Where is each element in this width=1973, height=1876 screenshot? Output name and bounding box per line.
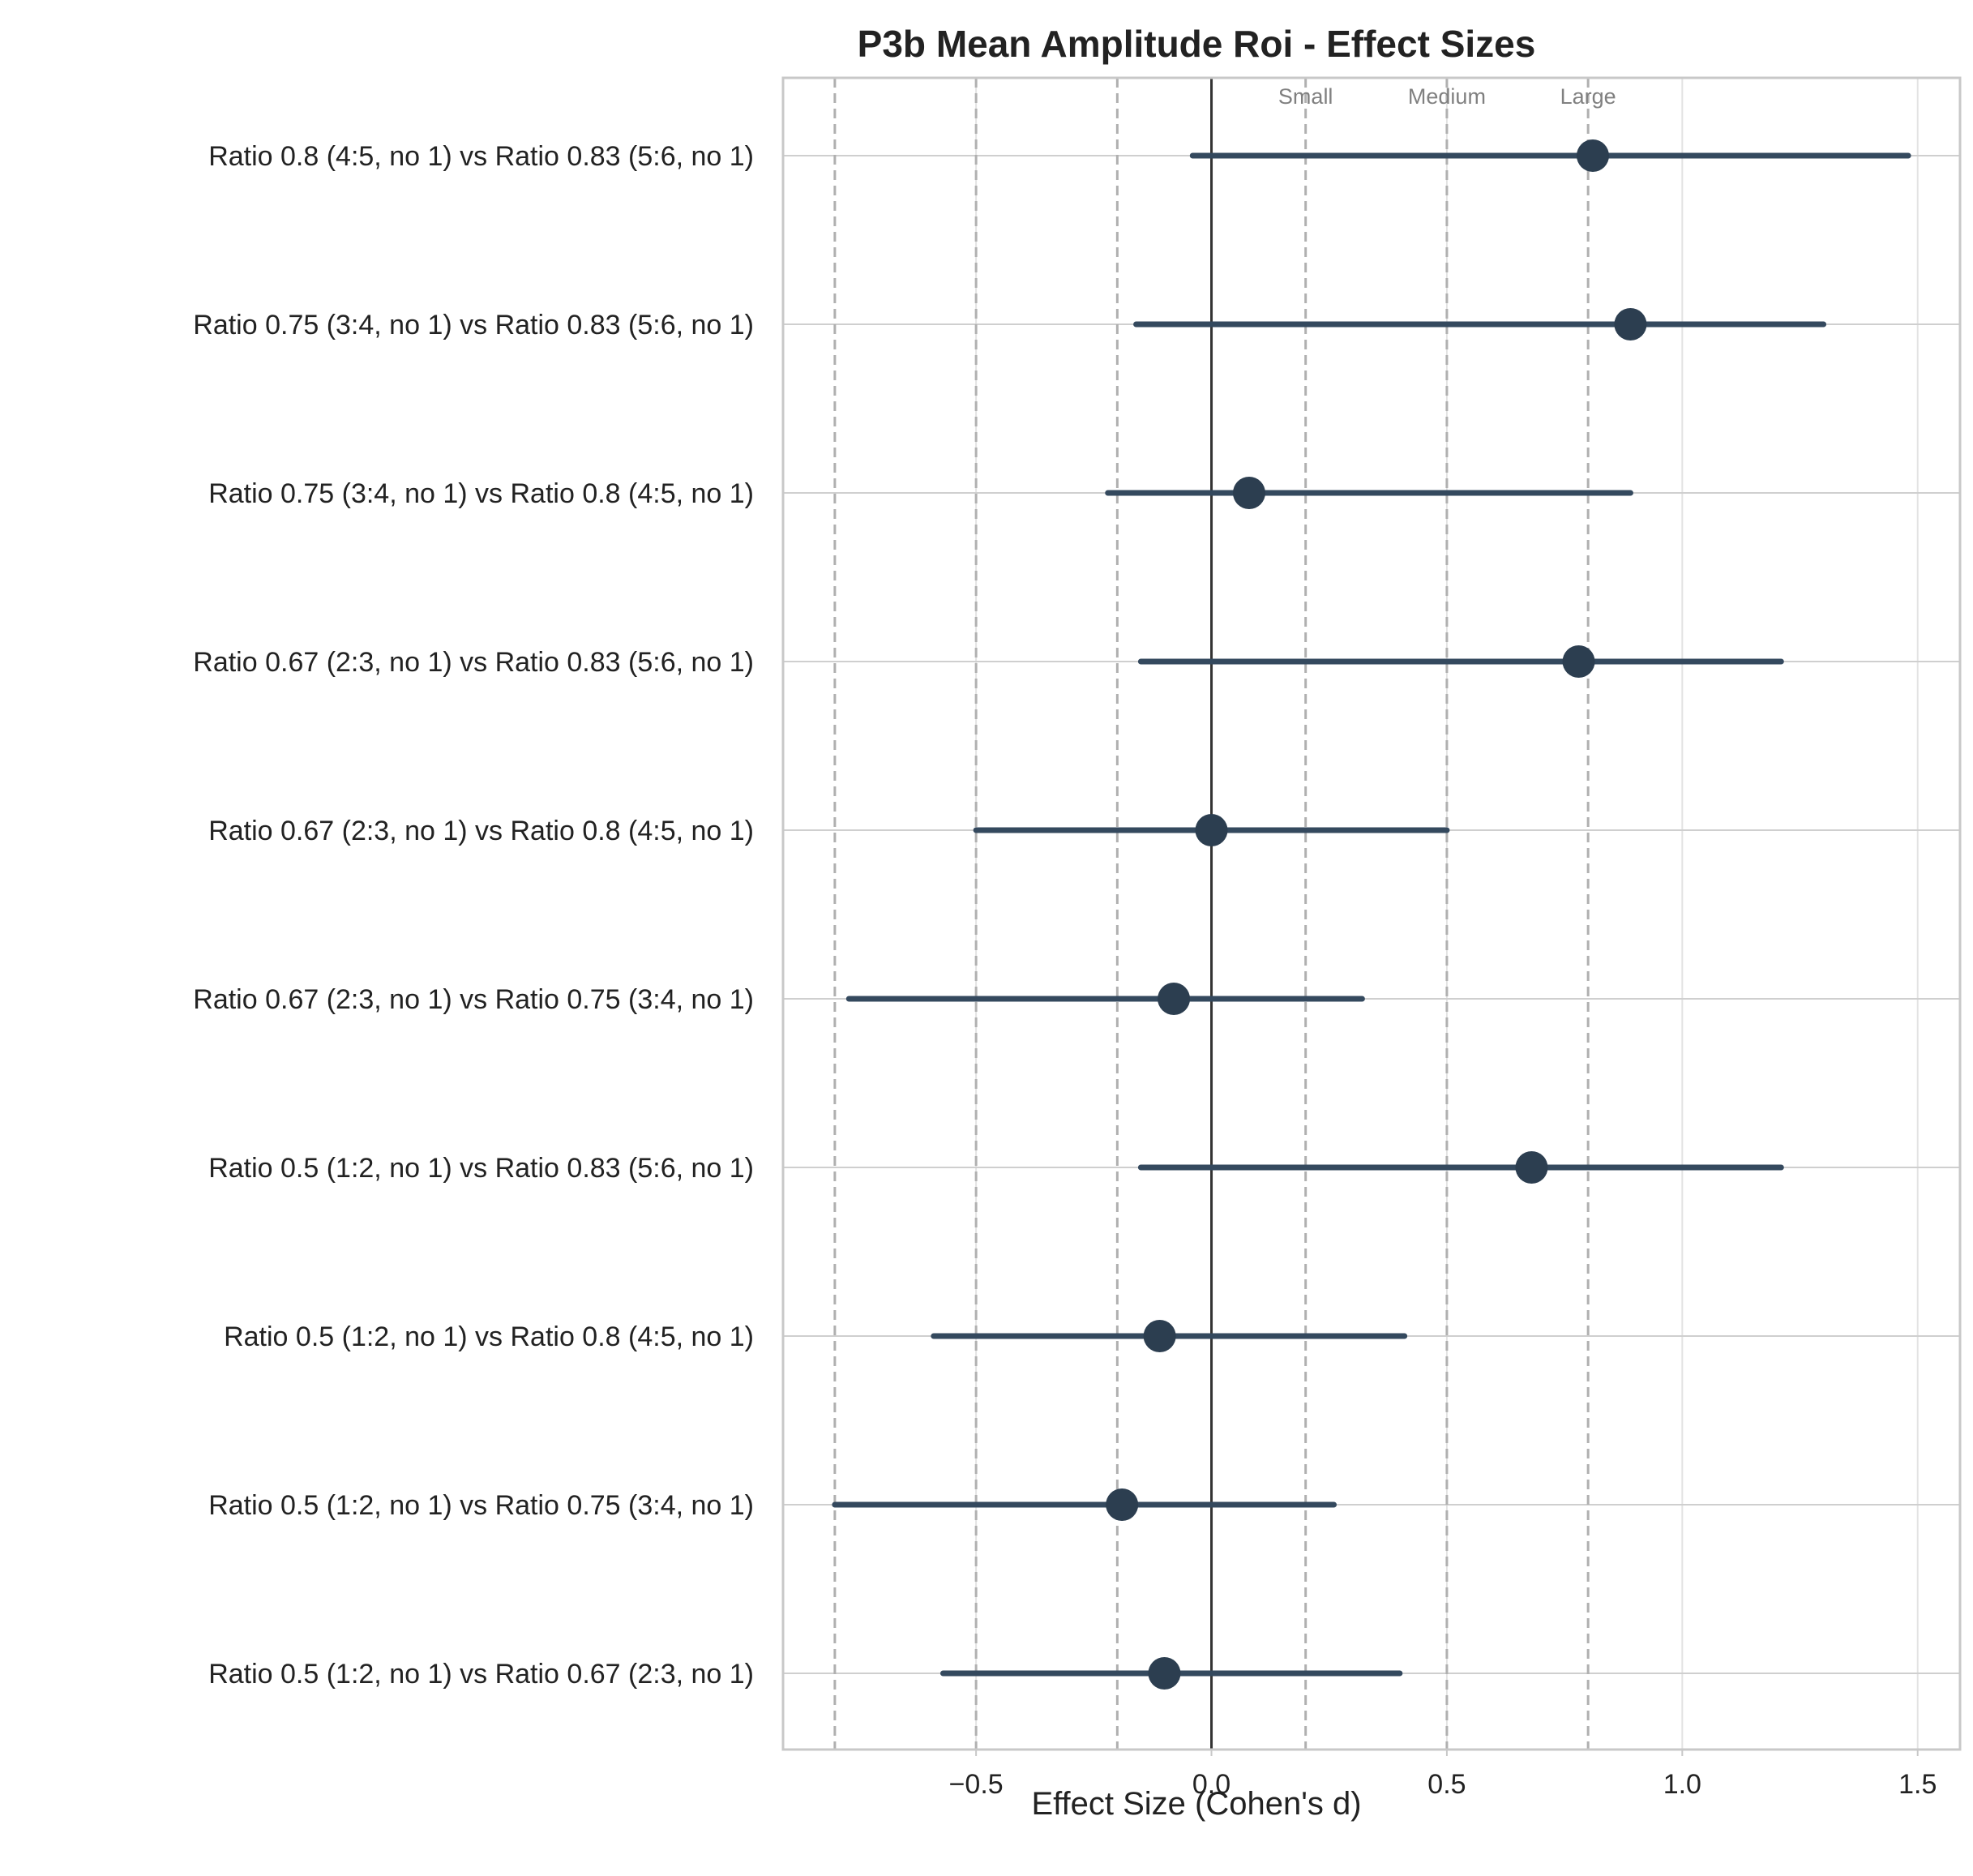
x-tick-label: −0.5 [949,1769,1004,1800]
row-label: Ratio 0.5 (1:2, no 1) vs Ratio 0.8 (4:5,… [224,1321,754,1352]
confidence-interval-layer [832,152,1911,1677]
effect-point [1148,1657,1181,1690]
effect-point-layer [1106,139,1647,1690]
row-label: Ratio 0.67 (2:3, no 1) vs Ratio 0.75 (3:… [193,984,754,1015]
threshold-label-layer: Small Medium Large [1278,84,1616,109]
threshold-label: Medium [1408,84,1486,109]
row-label: Ratio 0.67 (2:3, no 1) vs Ratio 0.83 (5:… [193,647,754,678]
plot-area-frame [781,76,1962,1751]
threshold-layer [833,78,1590,1750]
x-tick-label: 0.0 [1192,1769,1230,1800]
row-label: Ratio 0.67 (2:3, no 1) vs Ratio 0.8 (4:5… [208,816,754,846]
x-tick-label-layer: −0.5 0.0 0.5 1.0 1.5 [949,1750,1937,1800]
chart-title: P3b Mean Amplitude Roi - Effect Sizes [858,23,1536,65]
x-tick-label: 1.0 [1663,1769,1701,1800]
effect-point [1106,1488,1139,1521]
row-label: Ratio 0.75 (3:4, no 1) vs Ratio 0.83 (5:… [193,310,754,341]
row-label: Ratio 0.8 (4:5, no 1) vs Ratio 0.83 (5:6… [208,141,754,172]
effect-point [1614,308,1647,341]
x-axis-label: Effect Size (Cohen's d) [1031,1786,1361,1822]
effect-point [1576,139,1609,172]
effect-point [1195,814,1228,846]
threshold-label: Small [1278,84,1333,109]
threshold-label: Large [1560,84,1616,109]
row-label: Ratio 0.75 (3:4, no 1) vs Ratio 0.8 (4:5… [208,478,754,509]
effect-point [1562,645,1595,678]
effect-point [1143,1320,1176,1352]
row-label: Ratio 0.5 (1:2, no 1) vs Ratio 0.67 (2:3… [208,1659,754,1690]
row-label-layer: Ratio 0.8 (4:5, no 1) vs Ratio 0.83 (5:6… [193,141,754,1690]
effect-point [1232,477,1265,509]
grid-layer [783,78,1960,1750]
x-tick-label: 1.5 [1898,1769,1937,1800]
effect-point [1158,983,1191,1015]
row-label: Ratio 0.5 (1:2, no 1) vs Ratio 0.75 (3:4… [208,1490,754,1521]
effect-point [1515,1151,1548,1184]
x-tick-label: 0.5 [1427,1769,1466,1800]
row-label: Ratio 0.5 (1:2, no 1) vs Ratio 0.83 (5:6… [208,1153,754,1184]
